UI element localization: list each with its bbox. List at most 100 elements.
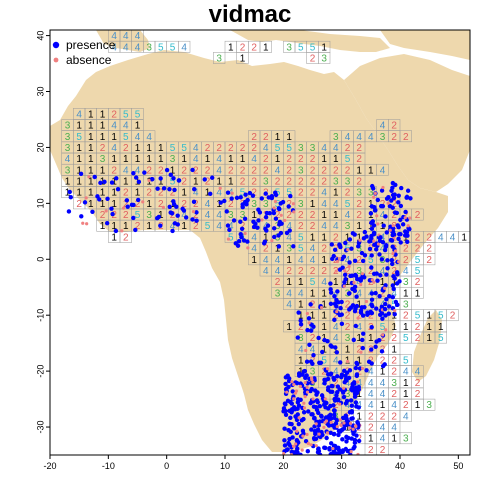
grid-cell-code: 1 (88, 199, 94, 210)
presence-point (269, 193, 275, 199)
grid-cell-code: 2 (310, 176, 316, 187)
grid-cell-code: 2 (380, 355, 386, 366)
chart-title: vidmac (208, 1, 292, 28)
grid-cell-code: 2 (415, 244, 421, 255)
presence-point (247, 190, 253, 196)
grid-cell-code: 2 (391, 333, 397, 344)
grid-cell-code: 1 (88, 121, 94, 132)
y-tick-label: 20 (35, 142, 45, 152)
grid-cell: 4 (178, 40, 191, 53)
presence-point (282, 426, 287, 431)
absence-point (338, 402, 342, 406)
presence-point (225, 223, 231, 228)
presence-point (392, 276, 397, 281)
grid-cell-code: 4 (368, 132, 374, 143)
grid-cell-code: 2 (181, 199, 187, 210)
grid-cell-code: 4 (321, 199, 327, 210)
presence-point (383, 301, 388, 307)
grid-cell: 4 (376, 432, 389, 445)
presence-point (337, 312, 343, 318)
presence-point (283, 412, 289, 418)
grid-cell-code: 4 (251, 232, 257, 243)
grid-cell-code: 2 (286, 176, 292, 187)
grid-cell-code: 1 (228, 176, 234, 187)
presence-point (109, 180, 115, 185)
grid-cell-code: 2 (216, 143, 222, 154)
grid-cell-code: 2 (333, 165, 339, 176)
x-axis: -20 -10 0 10 20 30 40 50 (43, 455, 463, 471)
grid-cell: 3 (318, 52, 331, 64)
absence-point (305, 311, 310, 316)
presence-point (322, 445, 327, 450)
presence-point (369, 347, 374, 352)
grid-cell-code: 4 (263, 255, 269, 266)
grid-cell-code: 4 (345, 400, 351, 411)
x-tick-label: 50 (453, 461, 463, 471)
grid-cell-border (119, 231, 132, 243)
y-tick-label: 10 (35, 198, 45, 208)
grid-cell-code: 5 (123, 109, 129, 120)
absence-point (191, 210, 196, 214)
presence-point (351, 446, 356, 451)
presence-point (304, 359, 310, 364)
presence-point (267, 211, 272, 216)
grid-cell-code: 1 (111, 199, 117, 210)
grid-cell-code: 1 (321, 232, 327, 243)
presence-point (343, 376, 349, 382)
presence-point (161, 186, 167, 191)
grid-cell-code: 5 (415, 255, 421, 266)
presence-point (327, 447, 332, 452)
presence-point (313, 436, 319, 441)
grid-cell-code: 1 (403, 288, 409, 299)
grid-cell-code: 3 (345, 221, 351, 232)
grid-cell-code: 2 (310, 154, 316, 165)
grid-cell: 3 (399, 432, 412, 445)
grid-cell-code: 2 (321, 244, 327, 255)
presence-point (202, 177, 207, 182)
presence-point (234, 195, 240, 201)
grid-cell-code: 5 (135, 210, 141, 221)
absence-point (121, 206, 126, 210)
grid-cell-code: 4 (321, 143, 327, 154)
presence-point (312, 428, 318, 434)
presence-point (339, 374, 344, 380)
legend-presence-marker (52, 41, 60, 49)
presence-point (356, 384, 361, 390)
presence-point (393, 182, 398, 188)
grid-cell-code: 2 (310, 221, 316, 232)
presence-point (334, 393, 339, 398)
absence-point (348, 421, 353, 425)
absence-point (292, 397, 296, 401)
africa-landmass (50, 50, 448, 452)
presence-point (167, 204, 172, 209)
absence-point (294, 442, 298, 446)
presence-point (369, 291, 375, 296)
grid-cell-code: 1 (170, 165, 176, 176)
presence-point (239, 234, 244, 240)
grid-cell-code: 1 (286, 132, 292, 143)
grid-cell-code: 5 (205, 221, 211, 232)
presence-point (194, 210, 199, 215)
presence-point (360, 345, 365, 351)
presence-point (329, 441, 334, 446)
presence-point (172, 187, 177, 193)
presence-point (313, 388, 318, 393)
grid-cell-border (399, 130, 412, 143)
grid-cell-code: 1 (321, 255, 327, 266)
presence-point (277, 222, 282, 227)
grid-cell-code: 2 (286, 165, 292, 176)
grid-cell-code: 4 (333, 288, 339, 299)
grid-cell-code: 4 (333, 322, 339, 333)
grid-cell-border (434, 331, 447, 344)
presence-point (328, 290, 334, 295)
caspian-region-landmass (380, 30, 470, 60)
presence-point (251, 219, 256, 224)
grid-cell-border (376, 443, 389, 455)
grid-cell-code: 1 (403, 322, 409, 333)
presence-point (384, 230, 389, 235)
absence-point (351, 427, 355, 431)
legend: presence absence (52, 38, 116, 67)
grid-cell-code: 2 (380, 288, 386, 299)
presence-point (312, 415, 317, 421)
grid-cell-code: 4 (251, 244, 257, 255)
